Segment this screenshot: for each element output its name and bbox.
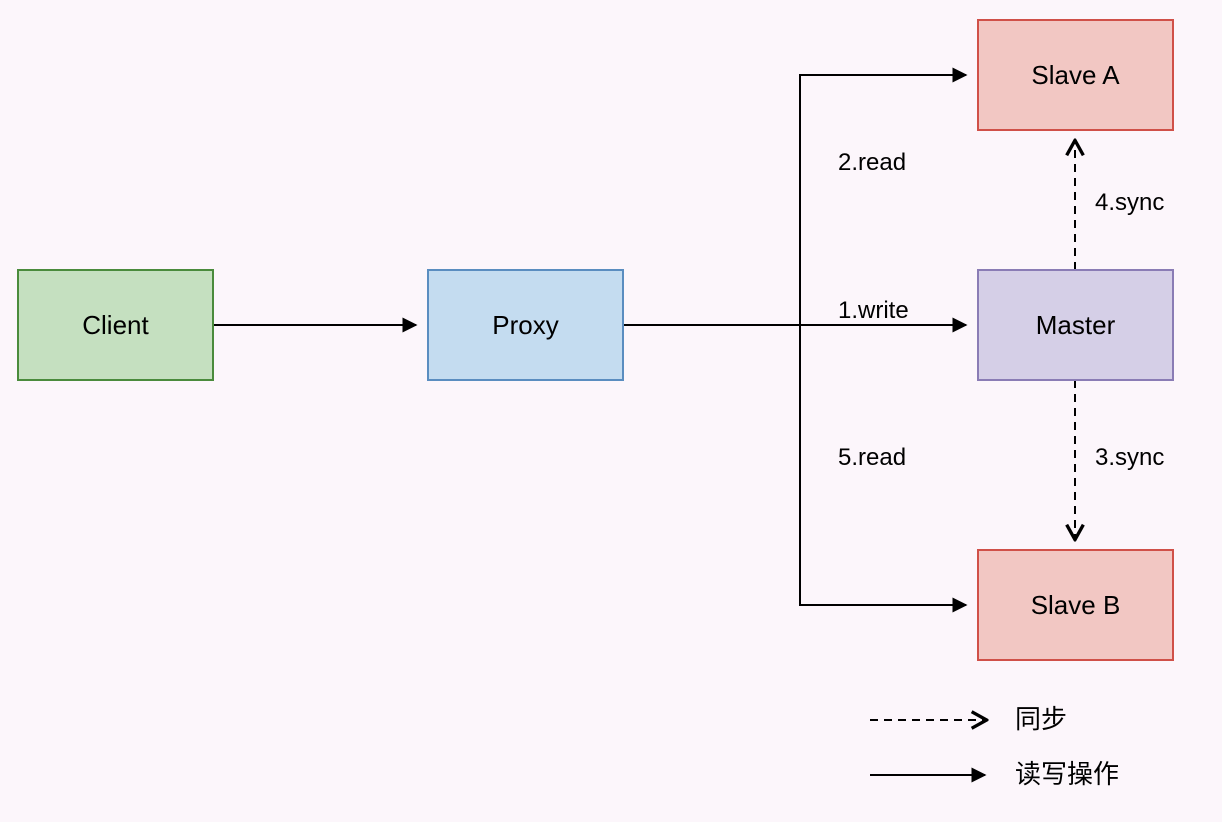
legend-label-1: 读写操作 — [1015, 759, 1119, 789]
edge-master_slaveA-label: 4.sync — [1095, 189, 1164, 216]
node-master-label: Master — [1036, 310, 1116, 340]
node-proxy: Proxy — [428, 270, 623, 380]
legend-label-0: 同步 — [1015, 704, 1067, 734]
edge-proxy_slaveA — [800, 75, 966, 325]
node-client: Client — [18, 270, 213, 380]
node-client-label: Client — [82, 310, 149, 340]
node-slaveB: Slave B — [978, 550, 1173, 660]
node-master: Master — [978, 270, 1173, 380]
node-slaveB-label: Slave B — [1031, 590, 1121, 620]
edge-master_slaveB-label: 3.sync — [1095, 444, 1164, 471]
node-proxy-label: Proxy — [492, 310, 558, 340]
architecture-diagram: 1.write 2.read 5.read 3.sync 4.sync Client Pr… — [0, 0, 1222, 822]
edge-proxy_master-label: 1.write — [838, 297, 909, 324]
node-slaveA-label: Slave A — [1031, 60, 1120, 90]
edge-proxy_slaveA-label: 2.read — [838, 149, 906, 176]
edge-proxy_slaveB-label: 5.read — [838, 444, 906, 471]
node-slaveA: Slave A — [978, 20, 1173, 130]
